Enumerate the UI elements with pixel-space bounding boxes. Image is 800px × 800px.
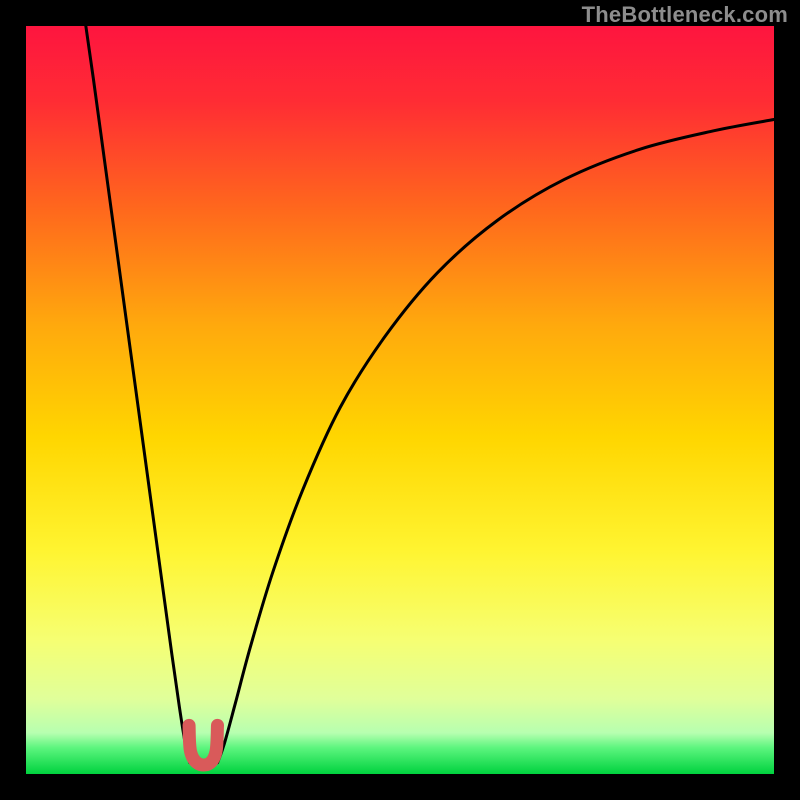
outer-frame: TheBottleneck.com [0,0,800,800]
plot-svg [26,26,774,774]
watermark-label: TheBottleneck.com [582,2,788,28]
plot-area [26,26,774,774]
